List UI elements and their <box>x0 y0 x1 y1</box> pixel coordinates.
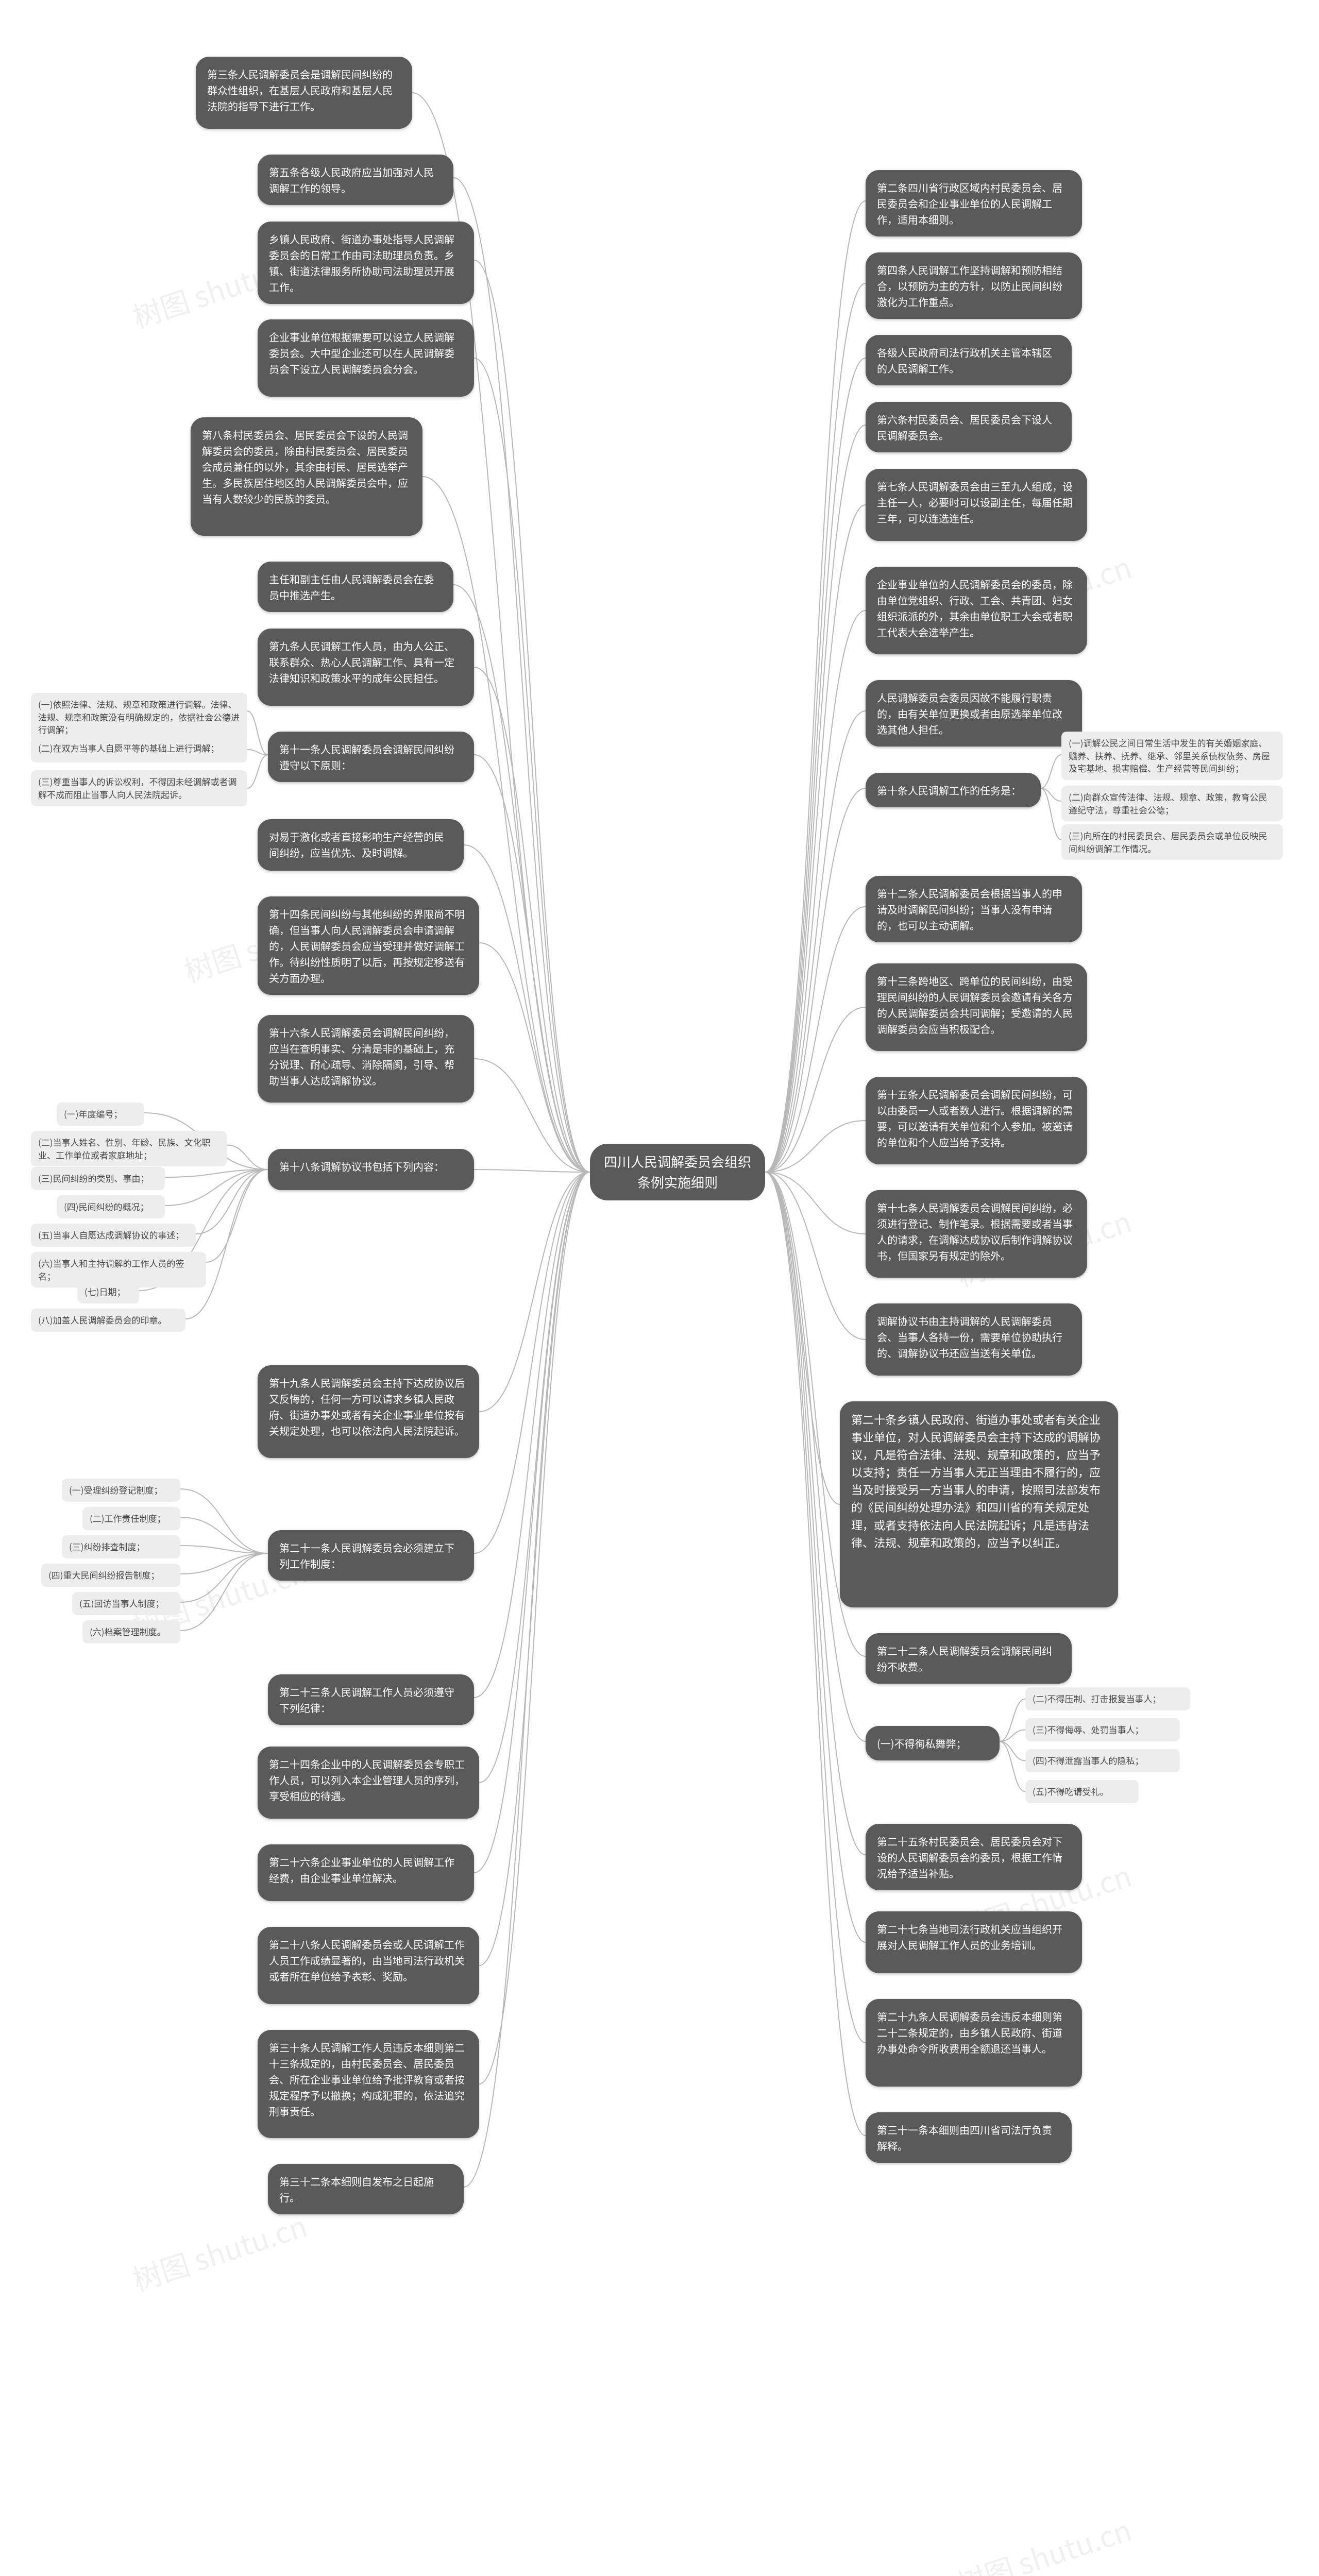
node-L12c: (三)民间纠纷的类别、事由； <box>31 1167 165 1190</box>
node-L18: 第二十八条人民调解委员会或人民调解工作人员工作成绩显著的，由当地司法行政机关或者… <box>258 1927 479 2004</box>
node-L2: 第五条各级人民政府应当加强对人民调解工作的领导。 <box>258 155 453 205</box>
node-L19: 第三十条人民调解工作人员违反本细则第二十三条规定的，由村民委员会、居民委员会、所… <box>258 2030 479 2138</box>
node-R8a: (一)调解公民之间日常生活中发生的有关婚姻家庭、赡养、扶养、抚养、继承、邻里关系… <box>1061 732 1283 780</box>
node-R16c: (四)不得泄露当事人的隐私； <box>1025 1749 1180 1772</box>
node-L14: 第二十一条人民调解委员会必须建立下列工作制度： <box>268 1530 474 1581</box>
node-R14: 第二十条乡镇人民政府、街道办事处或者有关企业事业单位，对人民调解委员会主持下达成… <box>840 1401 1118 1607</box>
node-R10: 第十三条跨地区、跨单位的民间纠纷，由受理民间纠纷的人民调解委员会邀请有关各方的人… <box>866 963 1087 1051</box>
node-L8c: (三)尊重当事人的诉讼权利，不得因未经调解或者调解不成而阻止当事人向人民法院起诉… <box>31 770 247 806</box>
node-R8b: (二)向群众宣传法律、法规、规章、政策，教育公民遵纪守法，尊重社会公德； <box>1061 786 1283 821</box>
node-R16d: (五)不得吃请受礼。 <box>1025 1780 1139 1803</box>
node-R12: 第十七条人民调解委员会调解民间纠纷，必须进行登记、制作笔录。根据需要或者当事人的… <box>866 1190 1087 1278</box>
node-L16: 第二十四条企业中的人民调解委员会专职工作人员，可以列入本企业管理人员的序列，享受… <box>258 1747 479 1819</box>
node-L8a: (一)依照法律、法规、规章和政策进行调解。法律、法规、规章和政策没有明确规定的，… <box>31 693 247 741</box>
node-L12: 第十八条调解协议书包括下列内容： <box>268 1149 474 1190</box>
watermark: 树图 shutu.cn <box>127 2204 312 2300</box>
node-L12b: (二)当事人姓名、性别、年龄、民族、文化职业、工作单位或者家庭地址； <box>31 1131 227 1166</box>
node-L10: 第十四条民间纠纷与其他纠纷的界限尚不明确，但当事人向人民调解委员会申请调解的，人… <box>258 896 479 995</box>
node-L7: 第九条人民调解工作人员，由为人公正、联系群众、热心人民调解工作、具有一定法律知识… <box>258 629 474 706</box>
node-L14b: (二)工作责任制度； <box>82 1507 180 1530</box>
node-R7: 人民调解委员会委员因故不能履行职责的，由有关单位更换或者由原选举单位改选其他人担… <box>866 680 1082 747</box>
node-L4: 企业事业单位根据需要可以设立人民调解委员会。大中型企业还可以在人民调解委员会下设… <box>258 319 474 397</box>
center-node: 四川人民调解委员会组织 条例实施细则 <box>590 1144 765 1200</box>
node-L9: 对易于激化或者直接影响生产经营的民间纠纷，应当优先、及时调解。 <box>258 819 464 871</box>
node-R11: 第十五条人民调解委员会调解民间纠纷，可以由委员一人或者数人进行。根据调解的需要，… <box>866 1077 1087 1164</box>
node-L20: 第三十二条本细则自发布之日起施行。 <box>268 2164 464 2214</box>
node-R16a: (二)不得压制、打击报复当事人； <box>1025 1687 1190 1710</box>
node-L6: 主任和副主任由人民调解委员会在委员中推选产生。 <box>258 562 453 612</box>
node-R16b: (三)不得侮辱、处罚当事人； <box>1025 1718 1180 1741</box>
mindmap-canvas: 树图 shutu.cn树图 shutu.cn树图 shutu.cn树图 shut… <box>0 0 1319 2576</box>
node-R18: 第二十七条当地司法行政机关应当组织开展对人民调解工作人员的业务培训。 <box>866 1911 1082 1973</box>
node-L12a: (一)年度编号； <box>57 1103 144 1126</box>
node-R13: 调解协议书由主持调解的人民调解委员会、当事人各持一份，需要单位协助执行的、调解协… <box>866 1303 1082 1376</box>
node-L12e: (五)当事人自愿达成调解协议的事述； <box>31 1224 196 1247</box>
node-L14c: (三)纠纷排查制度； <box>62 1535 180 1558</box>
node-L17: 第二十六条企业事业单位的人民调解工作经费，由企业事业单位解决。 <box>258 1844 474 1901</box>
node-L14e: (五)回访当事人制度； <box>72 1592 180 1615</box>
node-L12d: (四)民间纠纷的概况； <box>57 1195 165 1218</box>
watermark: 树图 shutu.cn <box>951 2508 1136 2576</box>
node-R17: 第二十五条村民委员会、居民委员会对下设的人民调解委员会的委员，根据工作情况给予适… <box>866 1824 1082 1890</box>
node-L15: 第二十三条人民调解工作人员必须遵守下列纪律： <box>268 1674 474 1725</box>
edge-layer <box>0 0 1319 2576</box>
node-L13: 第十九条人民调解委员会主持下达成协议后又反悔的，任何一方可以请求乡镇人民政府、街… <box>258 1365 479 1458</box>
node-R16: (一)不得徇私舞弊； <box>866 1726 1000 1760</box>
node-L11: 第十六条人民调解委员会调解民间纠纷，应当在查明事实、分清是非的基础上，充分说理、… <box>258 1015 474 1103</box>
node-L3: 乡镇人民政府、街道办事处指导人民调解委员会的日常工作由司法助理员负责。乡镇、街道… <box>258 222 474 304</box>
node-R8c: (三)向所在的村民委员会、居民委员会或单位反映民间纠纷调解工作情况。 <box>1061 824 1283 860</box>
node-R20: 第三十一条本细则由四川省司法厅负责解释。 <box>866 2112 1072 2163</box>
node-R8: 第十条人民调解工作的任务是： <box>866 773 1041 807</box>
node-L8: 第十一条人民调解委员会调解民间纠纷遵守以下原则： <box>268 732 474 782</box>
node-R9: 第十二条人民调解委员会根据当事人的申请及时调解民间纠纷；当事人没有申请的，也可以… <box>866 876 1082 942</box>
node-R2: 第四条人民调解工作坚持调解和预防相结合，以预防为主的方针，以防止民间纠纷激化为工… <box>866 252 1082 319</box>
node-R1: 第二条四川省行政区域内村民委员会、居民委员会和企业事业单位的人民调解工作，适用本… <box>866 170 1082 236</box>
node-L12h: (八)加盖人民调解委员会的印章。 <box>31 1309 185 1332</box>
node-L14d: (四)重大民间纠纷报告制度； <box>41 1564 180 1587</box>
node-R3: 各级人民政府司法行政机关主管本辖区的人民调解工作。 <box>866 335 1072 385</box>
node-L8b: (二)在双方当事人自愿平等的基础上进行调解； <box>31 737 247 762</box>
node-L5: 第八条村民委员会、居民委员会下设的人民调解委员会的委员，除由村民委员会、居民委员… <box>191 417 422 536</box>
node-L12g: (七)日期； <box>77 1280 139 1303</box>
node-R4: 第六条村民委员会、居民委员会下设人民调解委员会。 <box>866 402 1072 452</box>
node-L1: 第三条人民调解委员会是调解民间纠纷的群众性组织，在基层人民政府和基层人民法院的指… <box>196 57 412 129</box>
node-R6: 企业事业单位的人民调解委员会的委员，除由单位党组织、行政、工会、共青团、妇女组织… <box>866 567 1087 654</box>
node-R15: 第二十二条人民调解委员会调解民间纠纷不收费。 <box>866 1633 1072 1684</box>
node-R19: 第二十九条人民调解委员会违反本细则第二十二条规定的，由乡镇人民政府、街道办事处命… <box>866 1999 1082 2087</box>
node-R5: 第七条人民调解委员会由三至九人组成，设主任一人，必要时可以设副主任，每届任期三年… <box>866 469 1087 541</box>
node-L14f: (六)档案管理制度。 <box>82 1620 180 1643</box>
node-L14a: (一)受理纠纷登记制度； <box>62 1479 180 1502</box>
